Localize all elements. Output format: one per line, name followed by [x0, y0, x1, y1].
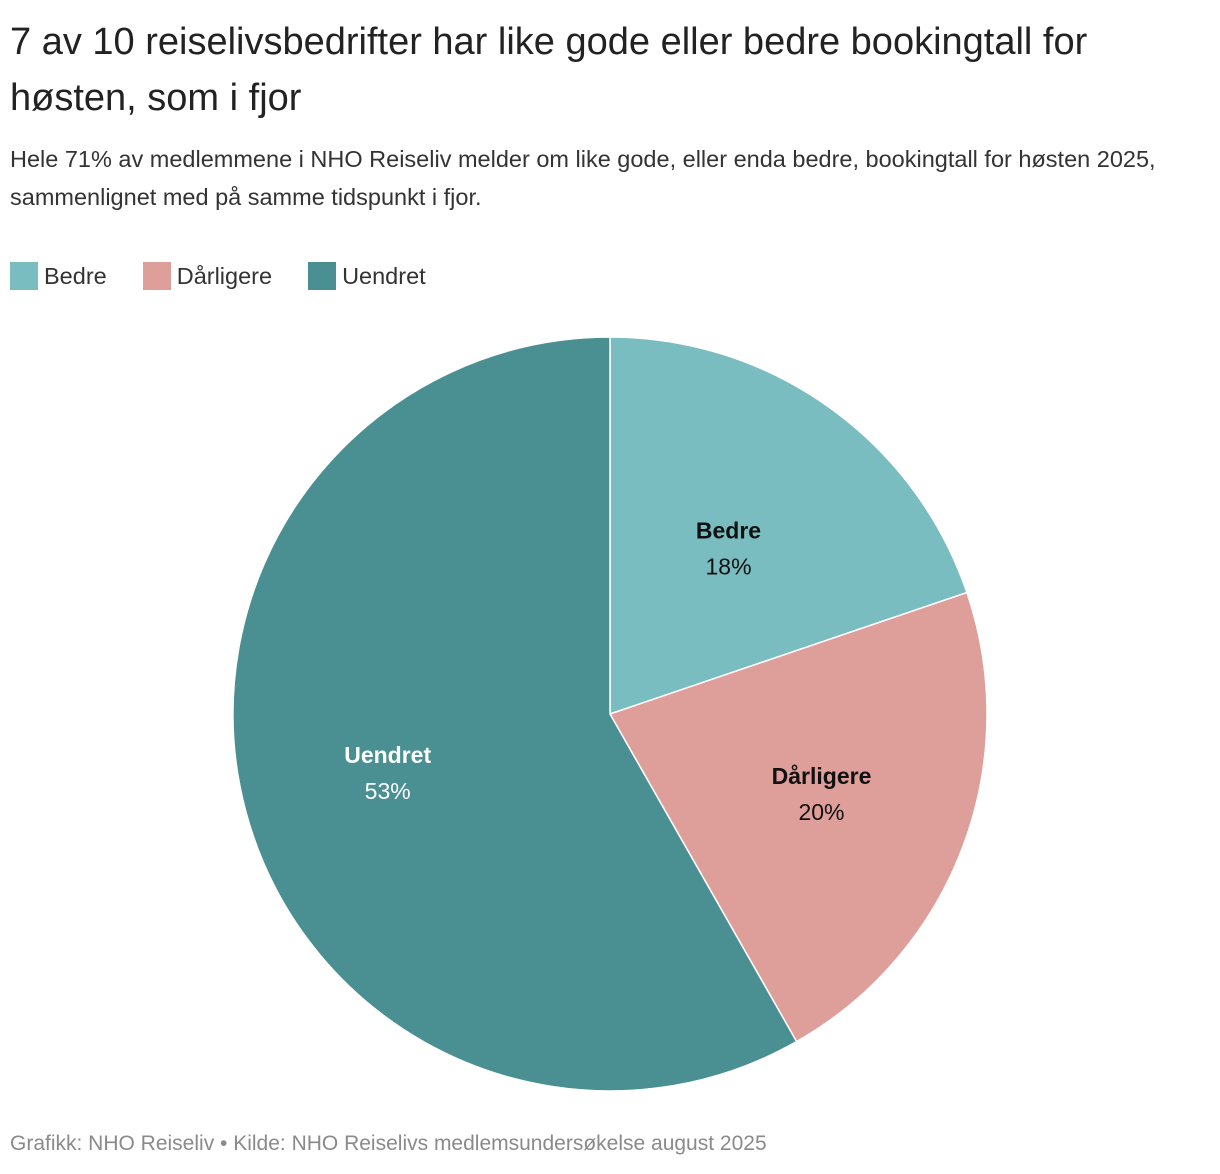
legend-item-bedre: Bedre: [10, 262, 107, 290]
legend-item-darligere: Dårligere: [142, 262, 273, 290]
legend: Bedre Dårligere Uendret: [10, 262, 462, 290]
slice-label-drligere: Dårligere: [772, 763, 872, 789]
legend-swatch-uendret: [308, 262, 337, 290]
legend-swatch-darligere: [142, 262, 171, 290]
pie-chart: Bedre 18% Dårligere 20% Uendret 53%: [232, 336, 988, 1092]
pie-slice-drligere: [608, 591, 988, 1043]
legend-swatch-bedre: [10, 262, 38, 290]
slice-label-bedre: Bedre: [696, 517, 761, 543]
pie-slice-uendret: [232, 336, 798, 1092]
legend-label-uendret: Uendret: [342, 262, 426, 289]
slice-value-uendret: 53%: [365, 778, 411, 804]
legend-label-bedre: Bedre: [44, 262, 107, 289]
pie-slice-bedre: [609, 336, 968, 716]
slice-value-drligere: 20%: [798, 799, 844, 825]
slice-label-uendret: Uendret: [344, 742, 431, 768]
chart-subtitle: Hele 71% av medlemmene i NHO Reiseliv me…: [10, 146, 1156, 210]
source-note: Grafikk: NHO Reiseliv • Kilde: NHO Reise…: [10, 1132, 767, 1155]
legend-item-uendret: Uendret: [308, 262, 426, 290]
legend-label-darligere: Dårligere: [176, 262, 273, 289]
slice-value-bedre: 18%: [705, 553, 751, 579]
chart-title: 7 av 10 reiselivsbedrifter har like gode…: [10, 21, 1088, 119]
